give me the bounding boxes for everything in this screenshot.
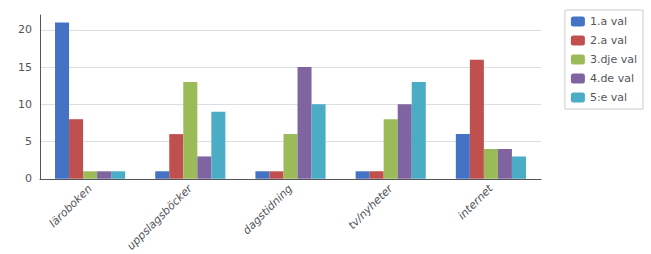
svg-text:läroboken: läroboken (47, 182, 95, 230)
svg-text:uppslagsböcker: uppslagsböcker (125, 181, 196, 252)
svg-text:5:e val: 5:e val (590, 91, 627, 104)
svg-text:15: 15 (18, 61, 32, 74)
svg-text:10: 10 (18, 98, 32, 111)
svg-text:internet: internet (455, 182, 496, 223)
svg-text:2.a val: 2.a val (590, 34, 627, 47)
svg-text:0: 0 (25, 172, 32, 185)
svg-text:1.a val: 1.a val (590, 15, 627, 28)
svg-text:tv/nyheter: tv/nyheter (346, 181, 397, 232)
svg-text:4.de val: 4.de val (590, 72, 634, 85)
svg-text:5: 5 (25, 135, 32, 148)
svg-text:20: 20 (18, 23, 32, 36)
svg-text:dagstidning: dagstidning (240, 182, 295, 237)
svg-text:3.dje val: 3.dje val (590, 53, 637, 66)
